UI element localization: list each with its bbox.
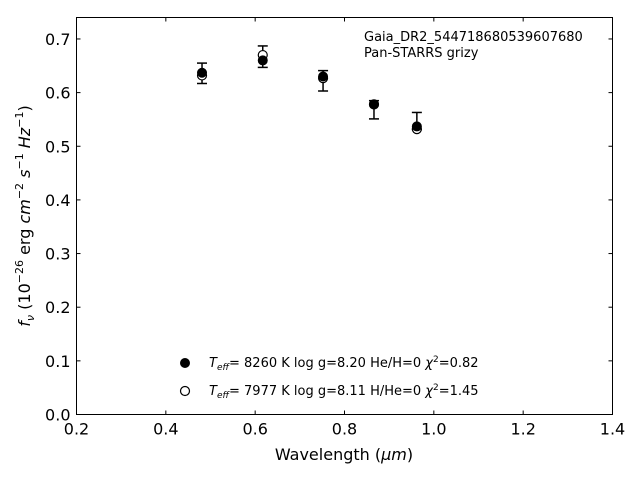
y-tick-label: 0.4 — [45, 191, 70, 210]
y-axis-label: fν (10−26 erg cm−2 s−1 Hz−1) — [13, 105, 37, 326]
model-point-filled — [318, 71, 329, 82]
y-tick-label: 0.2 — [45, 298, 70, 317]
y-tick-label: 0.6 — [45, 84, 70, 103]
legend-entry-open: Teff= 7977 K log g=8.11 H/He=0 χ2=1.45 — [209, 383, 479, 401]
annotation-object-name: Gaia_DR2_544718680539607680 — [364, 30, 583, 45]
x-tick-label: 0.4 — [153, 420, 178, 439]
x-tick-label: 0.6 — [242, 420, 267, 439]
data-markers — [196, 49, 422, 135]
x-axis-ticks: 0.2 0.4 0.6 0.8 1.0 1.2 1.4 — [64, 17, 625, 439]
legend-marker-filled — [180, 358, 190, 368]
y-tick-label: 0.7 — [45, 30, 70, 49]
x-axis-label: Wavelength (μm) — [275, 445, 413, 464]
annotation-photometry: Pan-STARRS grizy — [364, 46, 479, 61]
model-point-filled — [257, 55, 268, 66]
model-point-filled — [368, 99, 379, 110]
plot-area — [76, 17, 613, 415]
x-tick-label: 1.4 — [600, 420, 625, 439]
x-tick-label: 1.0 — [421, 420, 446, 439]
legend-marker-open — [179, 385, 191, 397]
model-point-filled — [197, 67, 208, 78]
legend-entry-filled: Teff= 8260 K log g=8.20 He/H=0 χ2=0.82 — [209, 355, 479, 373]
model-point-filled — [411, 121, 422, 132]
x-tick-label: 1.2 — [510, 420, 535, 439]
y-tick-label: 0.0 — [45, 406, 70, 425]
y-tick-label: 0.3 — [45, 245, 70, 264]
y-tick-label: 0.1 — [45, 352, 70, 371]
y-axis-ticks: 0.0 0.1 0.2 0.3 0.4 0.5 0.6 0.7 — [45, 30, 613, 425]
x-tick-label: 0.2 — [64, 420, 89, 439]
y-tick-label: 0.5 — [45, 137, 70, 156]
x-tick-label: 0.8 — [332, 420, 357, 439]
legend: Teff= 8260 K log g=8.20 He/H=0 χ2=0.82 T… — [179, 355, 479, 401]
